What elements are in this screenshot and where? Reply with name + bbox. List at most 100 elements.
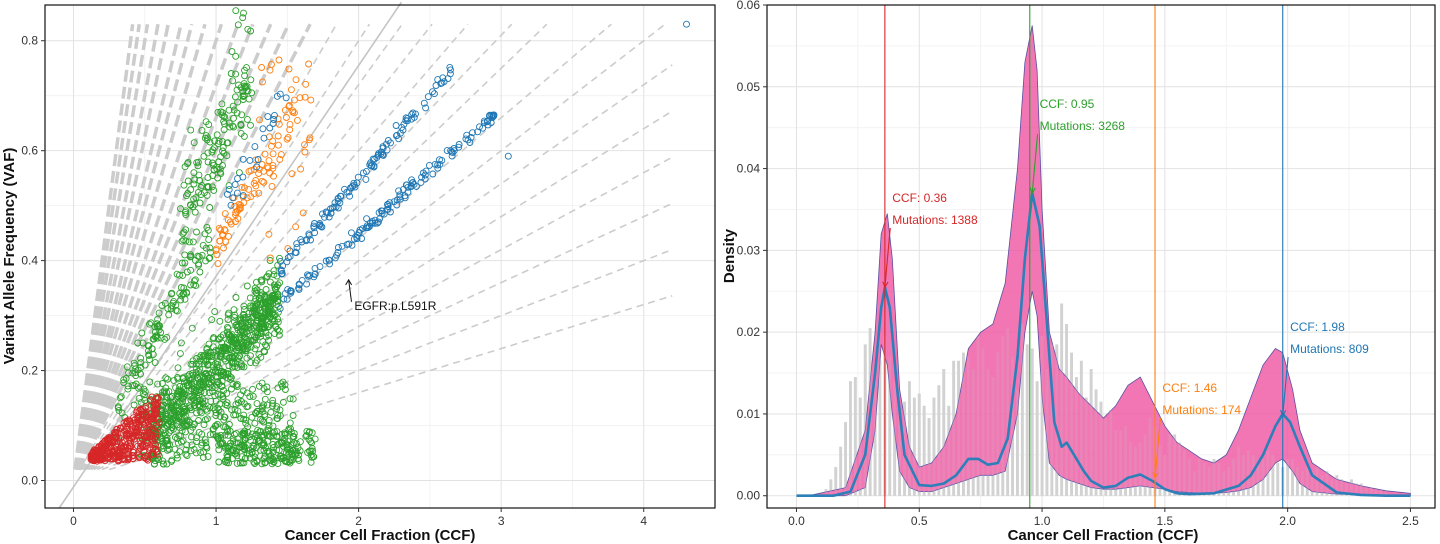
point-blue <box>439 74 447 82</box>
point-blue <box>253 163 261 171</box>
point-orange <box>260 178 268 186</box>
right-x-tick-label: 1.5 <box>1157 514 1174 528</box>
point-green <box>287 457 295 464</box>
point-green <box>265 270 273 278</box>
point-green <box>220 126 228 134</box>
point-blue <box>407 182 415 190</box>
histogram-bar-overlay <box>849 381 852 496</box>
point-blue <box>269 120 277 127</box>
histogram-bar <box>1025 344 1029 496</box>
point-green <box>172 301 180 309</box>
point-green <box>201 230 209 238</box>
point-blue <box>239 173 247 181</box>
point-orange <box>299 209 307 217</box>
left-guide-line <box>85 23 612 471</box>
histogram-bar-overlay <box>1256 458 1260 496</box>
left-guide-line <box>84 23 548 471</box>
point-green <box>197 388 205 396</box>
right-x-tick-label: 0.0 <box>788 514 805 528</box>
point-green <box>229 435 237 443</box>
point-green <box>249 385 257 393</box>
point-green <box>304 448 312 456</box>
point-blue <box>384 201 392 209</box>
point-green <box>246 323 254 331</box>
point-blue <box>438 156 446 164</box>
point-green <box>185 402 193 410</box>
histogram-bar-overlay <box>922 405 926 496</box>
point-green <box>271 285 279 293</box>
point-green <box>166 440 174 448</box>
point-orange <box>301 148 309 156</box>
point-blue <box>316 220 324 227</box>
histogram-bar-overlay <box>1045 369 1049 496</box>
left-guide-line <box>79 23 338 470</box>
point-green <box>225 421 233 428</box>
point-green <box>148 345 156 353</box>
point-blue <box>402 114 410 122</box>
left-x-tick-label: 0 <box>70 514 77 528</box>
point-green <box>137 398 145 406</box>
point-green <box>232 7 240 15</box>
point-green <box>183 441 191 449</box>
histogram-bar-overlay <box>1350 479 1353 496</box>
point-green <box>278 430 286 438</box>
point-green <box>168 392 176 400</box>
point-green <box>213 363 221 371</box>
point-green <box>209 159 216 167</box>
point-blue <box>365 223 373 230</box>
point-orange <box>213 251 221 259</box>
point-blue <box>304 272 312 280</box>
point-green <box>250 336 257 344</box>
point-green <box>228 359 236 367</box>
point-green <box>255 303 263 311</box>
point-green <box>260 431 268 439</box>
point-green <box>247 304 255 312</box>
point-green <box>197 351 205 359</box>
point-green <box>265 422 273 429</box>
point-green <box>181 295 189 303</box>
point-green <box>211 308 219 316</box>
point-green <box>194 162 202 170</box>
histogram-bar-overlay <box>1345 483 1348 496</box>
point-blue <box>295 281 303 289</box>
point-green <box>188 324 196 332</box>
histogram-bar <box>1020 324 1024 496</box>
histogram-bar-overlay <box>1374 489 1378 496</box>
histogram-bar-overlay <box>878 360 882 496</box>
point-green <box>240 311 248 319</box>
point-green <box>240 443 248 451</box>
histogram-bar <box>1286 458 1290 496</box>
point-green <box>281 386 289 393</box>
histogram-bar-overlay <box>1020 324 1024 496</box>
annotation-mutations-label: Mutations: 809 <box>1290 342 1369 356</box>
right-y-axis-label: Density <box>721 228 738 283</box>
point-green <box>187 186 195 194</box>
histogram-bar-overlay <box>1246 450 1250 496</box>
point-green <box>205 254 213 262</box>
point-green <box>180 236 188 244</box>
right-plot-frame <box>766 4 1436 509</box>
point-green <box>194 375 202 383</box>
histogram-bar-overlay <box>1242 454 1245 496</box>
point-blue <box>398 123 406 131</box>
point-red <box>125 450 132 458</box>
point-green <box>252 409 259 417</box>
point-green <box>165 311 173 319</box>
point-green <box>232 411 240 419</box>
point-green <box>261 410 269 418</box>
histogram-bar <box>942 369 946 496</box>
point-green <box>174 398 182 406</box>
point-green <box>295 451 303 459</box>
point-red <box>96 448 104 455</box>
point-orange <box>282 114 290 121</box>
point-orange <box>276 155 284 163</box>
point-green <box>248 445 256 453</box>
histogram-bar-overlay <box>1075 377 1078 496</box>
point-blue <box>278 270 285 278</box>
point-red <box>143 424 151 432</box>
point-blue <box>396 193 404 201</box>
point-green <box>178 390 185 398</box>
point-green <box>220 149 228 157</box>
histogram-bar-overlay <box>1016 389 1019 496</box>
point-green <box>193 434 200 442</box>
